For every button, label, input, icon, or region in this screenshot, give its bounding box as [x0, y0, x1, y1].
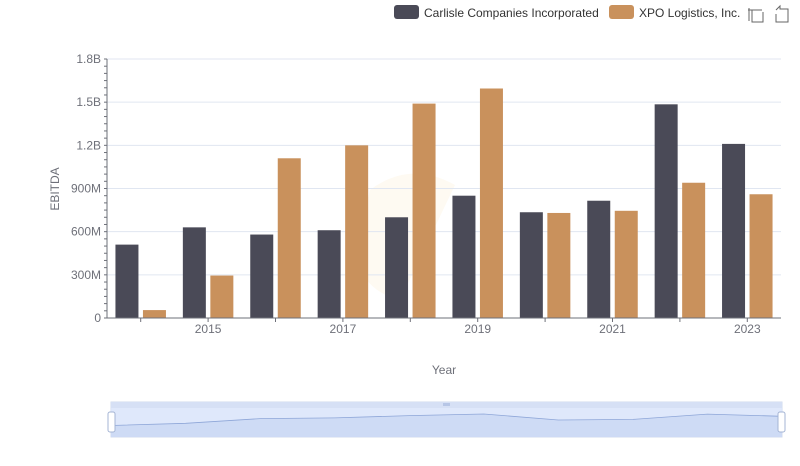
axes: 0 300M 600M 900M 1.2B 1.5B 1.8B 2015 2017 2019 202…: [71, 52, 781, 336]
legend-label: Carlisle Companies Incorporated: [424, 6, 599, 20]
y-tick-label: 0: [94, 311, 101, 325]
bar-carlisle[interactable]: [182, 227, 206, 318]
legend: Carlisle Companies Incorporated XPO Logi…: [394, 5, 740, 20]
bar-xpo[interactable]: [142, 310, 166, 318]
y-tick-label: 300M: [71, 268, 101, 282]
bar-xpo[interactable]: [210, 275, 234, 318]
y-tick-label: 1.5B: [76, 95, 101, 109]
bar-carlisle[interactable]: [452, 195, 476, 318]
bar-carlisle[interactable]: [385, 217, 409, 318]
x-axis-title: Year: [432, 363, 456, 377]
bar-xpo[interactable]: [749, 194, 773, 318]
datazoom-move-handle[interactable]: [443, 403, 450, 406]
bar-xpo[interactable]: [479, 88, 503, 318]
grid-lines: [107, 58, 781, 319]
x-tick-label: 2015: [195, 322, 222, 336]
x-tick-label: 2021: [599, 322, 626, 336]
legend-label: XPO Logistics, Inc.: [639, 6, 740, 20]
y-tick-label: 1.2B: [76, 138, 101, 152]
bar-xpo[interactable]: [345, 145, 369, 318]
bars: [115, 88, 773, 318]
bar-carlisle[interactable]: [654, 104, 678, 318]
bar-xpo[interactable]: [277, 158, 301, 318]
datazoom-preview-line: [110, 413, 783, 426]
bar-xpo[interactable]: [412, 103, 436, 318]
bar-carlisle[interactable]: [317, 230, 341, 318]
legend-swatch: [394, 5, 419, 19]
y-tick-label: 600M: [71, 225, 101, 239]
bar-xpo[interactable]: [614, 210, 638, 318]
datazoom-handle-left[interactable]: [107, 411, 116, 433]
bar-carlisle[interactable]: [115, 244, 139, 318]
bar-carlisle[interactable]: [250, 234, 274, 318]
bar-xpo[interactable]: [547, 212, 571, 318]
bar-carlisle[interactable]: [519, 212, 543, 318]
x-tick-label: 2017: [330, 322, 357, 336]
x-tick-label: 2023: [734, 322, 761, 336]
datazoom-handle-right[interactable]: [777, 411, 786, 433]
bar-xpo[interactable]: [682, 182, 706, 318]
legend-swatch: [609, 5, 634, 19]
y-tick-label: 1.8B: [76, 52, 101, 66]
restore-icon[interactable]: [775, 4, 789, 23]
x-tick-label: 2019: [464, 322, 491, 336]
zoom-icon[interactable]: [748, 8, 764, 23]
legend-item-xpo[interactable]: XPO Logistics, Inc.: [609, 5, 740, 20]
datazoom-slider[interactable]: [107, 401, 786, 438]
y-axis-title: EBITDA: [48, 167, 62, 210]
y-tick-label: 900M: [71, 182, 101, 196]
legend-item-carlisle[interactable]: Carlisle Companies Incorporated: [394, 5, 599, 20]
bar-carlisle[interactable]: [587, 200, 611, 318]
bar-carlisle[interactable]: [722, 143, 746, 318]
